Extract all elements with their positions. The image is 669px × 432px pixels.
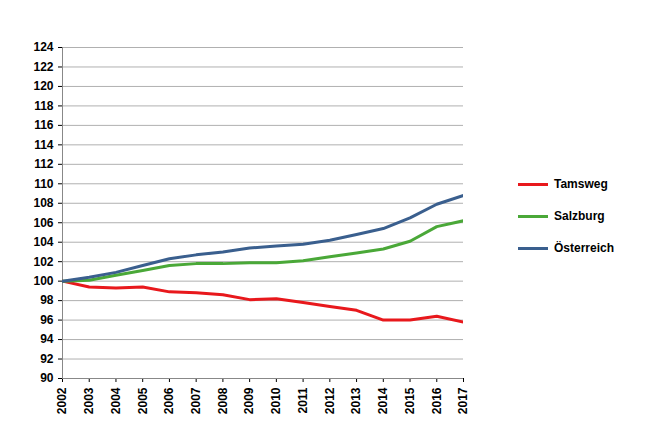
svg-text:2012: 2012 <box>323 387 337 414</box>
svg-text:2007: 2007 <box>189 387 203 414</box>
svg-text:2008: 2008 <box>216 387 230 414</box>
svg-text:116: 116 <box>34 118 54 132</box>
svg-text:2002: 2002 <box>55 387 69 414</box>
svg-text:92: 92 <box>40 352 54 366</box>
svg-text:2009: 2009 <box>242 387 256 414</box>
svg-text:2015: 2015 <box>403 387 417 414</box>
svg-text:2014: 2014 <box>376 387 390 414</box>
html-text:Tamsweg: Tamsweg <box>554 177 608 191</box>
svg-text:104: 104 <box>33 235 53 249</box>
svg-text:96: 96 <box>40 313 54 327</box>
svg-text:2010: 2010 <box>269 387 283 414</box>
svg-text:2011: 2011 <box>296 387 310 413</box>
svg-text:112: 112 <box>34 157 54 171</box>
svg-text:118: 118 <box>34 99 54 113</box>
svg-text:108: 108 <box>33 196 53 210</box>
svg-text:98: 98 <box>40 293 54 307</box>
svg-text:102: 102 <box>33 255 53 269</box>
svg-text:2006: 2006 <box>162 387 176 414</box>
svg-text:114: 114 <box>34 138 54 152</box>
svg-text:2004: 2004 <box>109 387 123 414</box>
svg-text:2017: 2017 <box>456 387 470 414</box>
svg-text:2013: 2013 <box>349 387 363 414</box>
svg-text:90: 90 <box>40 371 54 385</box>
svg-text:2005: 2005 <box>136 387 150 414</box>
html-text:Österreich: Österreich <box>554 241 614 255</box>
svg-text:100: 100 <box>33 274 53 288</box>
svg-text:120: 120 <box>33 79 53 93</box>
svg-text:2003: 2003 <box>82 387 96 414</box>
html-text:Salzburg: Salzburg <box>554 209 605 223</box>
svg-text:122: 122 <box>33 60 53 74</box>
svg-text:2016: 2016 <box>430 387 444 414</box>
svg-text:110: 110 <box>34 177 54 191</box>
svg-text:94: 94 <box>40 332 54 346</box>
svg-text:124: 124 <box>33 40 53 54</box>
svg-text:106: 106 <box>33 216 53 230</box>
